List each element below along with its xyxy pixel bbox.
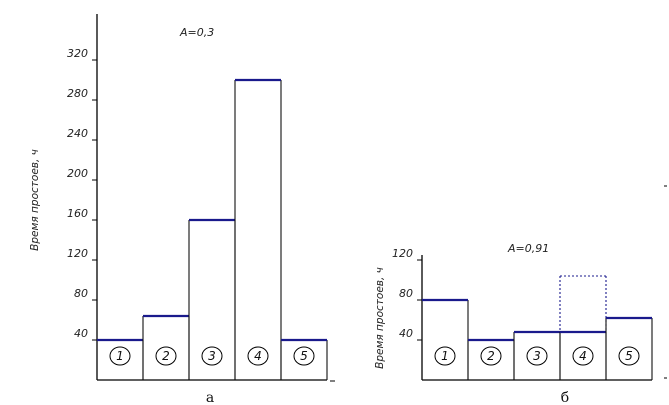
chart-a-category-circle [109, 346, 131, 366]
chart-b-category-circle [618, 346, 640, 366]
chart-a-category-circle [247, 346, 269, 366]
chart-b-y-tick-label: 120 [392, 247, 413, 260]
chart-a-y-tick-label: 80 [74, 287, 88, 300]
chart-b-category-label: 2 [487, 349, 495, 363]
chart-a-y-tick-label: 280 [67, 87, 88, 100]
chart-b-category-label: 3 [533, 349, 541, 363]
chart-b-category-circle [480, 346, 502, 366]
chart-b-dotted-bar-4 [559, 275, 607, 332]
chart-b-y-axis-label: Время простоев, ч [374, 267, 386, 369]
chart-a-y-axis-label: Время простоев, ч [29, 149, 41, 251]
chart-a-panel-label: а [206, 390, 214, 405]
chart-a-category-label: 5 [300, 349, 308, 363]
chart-a-y-tick-label: 200 [67, 167, 88, 180]
chart-b-bars [421, 275, 653, 380]
chart-a-y-tick-label: 240 [67, 127, 88, 140]
chart-a-category-label: 2 [162, 349, 170, 363]
chart-b-bar-1 [421, 298, 469, 380]
chart-a-annotation: A=0,3 [179, 26, 214, 39]
chart-a-y-tick-label: 160 [67, 207, 88, 220]
chart-a-category-label: 3 [208, 349, 216, 363]
chart-b-y-ticks: 40 80 120 [392, 247, 422, 341]
chart-b-annotation: A=0,91 [507, 242, 549, 255]
chart-a-category-circle [155, 346, 177, 366]
chart-a-category-labels: 1 2 3 4 5 [109, 346, 315, 366]
chart-b-category-labels: 1 2 3 4 5 [434, 346, 640, 366]
chart-b-category-label: 1 [441, 349, 449, 363]
chart-a-category-label: 1 [116, 349, 124, 363]
chart-a-category-label: 4 [254, 349, 262, 363]
chart-b-y-tick-label: 40 [399, 327, 413, 340]
chart-a-y-ticks: 40 80 120 160 200 240 280 320 [67, 47, 97, 341]
chart-b-category-circle [572, 346, 594, 366]
chart-b-category-label: 5 [625, 349, 633, 363]
chart-a-category-circle [293, 346, 315, 366]
chart-b-category-circle [434, 346, 456, 366]
chart-a-y-tick-label: 320 [67, 47, 88, 60]
chart-b-bar-5 [605, 316, 653, 380]
chart-b: 40 80 120 1 2 3 4 5 Время простоев, ч A=0,91 б [374, 185, 667, 405]
chart-b-panel-label: б [561, 390, 569, 405]
chart-b-category-circle [526, 346, 548, 366]
chart-a: 40 80 120 160 200 240 280 320 1 2 3 4 5 Время прост… [29, 14, 335, 405]
chart-a-y-tick-label: 120 [67, 247, 88, 260]
chart-a-category-circle [201, 346, 223, 366]
chart-a-bar-4 [234, 78, 282, 380]
chart-b-category-label: 4 [579, 349, 587, 363]
chart-a-bars [96, 78, 328, 380]
chart-b-y-tick-label: 80 [399, 287, 413, 300]
chart-a-y-tick-label: 40 [74, 327, 88, 340]
chart-a-bar-5 [280, 338, 328, 380]
chart-a-bar-2 [142, 314, 190, 380]
